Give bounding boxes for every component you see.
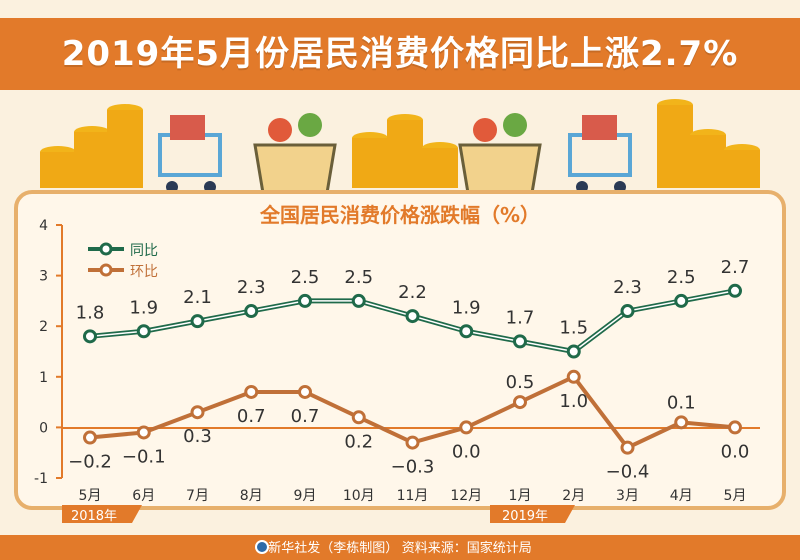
data-label-yoy: 2.5 [344, 267, 373, 288]
point-mom [728, 420, 742, 435]
x-tick-label: 3月 [616, 488, 639, 504]
decorations [40, 99, 760, 200]
year-tags: 2018年 2019年 [62, 505, 575, 524]
y-tick-label: 1 [39, 370, 48, 386]
point-yoy [728, 283, 742, 298]
x-tick-label: 1月 [509, 488, 532, 504]
point-yoy [136, 324, 151, 339]
point-mom [674, 415, 689, 430]
x-tick-label: 2月 [562, 488, 585, 504]
year-label-2018: 2018年 [71, 509, 117, 524]
coin-stack-icon [352, 114, 458, 188]
data-label-yoy: 1.7 [506, 307, 535, 328]
point-yoy [298, 293, 312, 308]
x-tick-label: 9月 [294, 488, 317, 504]
data-label-mom: 0.1 [667, 392, 696, 413]
point-mom [298, 384, 312, 399]
year-label-2019: 2019年 [502, 509, 548, 524]
data-label-yoy: 2.5 [291, 267, 320, 288]
data-label-mom: 0.3 [183, 426, 212, 447]
point-mom [244, 384, 259, 399]
point-yoy [513, 334, 527, 349]
y-tick-label: 0 [39, 420, 48, 436]
y-ticks: 4 3 2 1 0 -1 [34, 218, 62, 487]
data-label-yoy: 2.2 [398, 282, 427, 303]
coin-stack-icon [657, 99, 760, 188]
data-label-mom: 0.0 [452, 441, 481, 462]
x-tick-label: 6月 [132, 488, 155, 504]
data-label-mom: 0.2 [344, 431, 373, 452]
header-bar [0, 18, 800, 90]
point-mom [136, 425, 151, 440]
data-label-yoy: 1.8 [76, 302, 105, 323]
data-label-mom: 0.5 [506, 372, 535, 393]
x-ticks: 5月 6月 7月 8月 9月 10月 11月 12月 1月 2月 3月 4月 5月 [79, 488, 747, 504]
point-mom [405, 435, 420, 450]
data-label-yoy: 1.9 [452, 297, 481, 318]
data-label-mom: 0.7 [237, 406, 266, 427]
point-mom [190, 405, 205, 420]
point-mom [513, 395, 527, 410]
data-label-yoy: 1.9 [129, 297, 158, 318]
top-banner [0, 0, 800, 18]
point-yoy [190, 314, 205, 329]
point-yoy [459, 324, 474, 339]
point-yoy [674, 293, 689, 308]
data-label-yoy: 2.3 [613, 277, 642, 298]
point-yoy [83, 329, 97, 344]
point-mom [351, 410, 366, 425]
data-label-mom: −0.4 [606, 462, 650, 483]
data-label-yoy: 2.7 [721, 257, 750, 278]
y-tick-label: 3 [39, 269, 48, 285]
footer-bar [0, 535, 800, 560]
data-label-yoy: 1.5 [559, 318, 588, 339]
data-label-mom: −0.1 [122, 446, 166, 467]
point-mom [83, 430, 97, 445]
y-tick-label: -1 [34, 471, 48, 487]
y-tick-label: 2 [39, 319, 48, 335]
point-yoy [566, 344, 581, 359]
x-tick-label: 5月 [724, 488, 747, 504]
point-mom [566, 369, 581, 384]
coin-stack-icon [40, 104, 143, 188]
x-tick-label: 11月 [397, 488, 429, 504]
point-mom [459, 420, 474, 435]
point-yoy [244, 304, 259, 319]
data-labels: 1.8 1.9 2.1 2.3 2.5 2.5 2.2 1.9 1.7 1.5 2.3 2.5 2.7 −… [68, 257, 749, 483]
point-yoy [351, 293, 366, 308]
legend: 同比 环比 [88, 242, 158, 280]
footer-credit: 新华社发（李栋制图） 资料来源：国家统计局 [268, 540, 532, 555]
grocery-basket-icon [458, 113, 542, 200]
x-tick-label: 4月 [670, 488, 693, 504]
point-yoy [405, 309, 420, 324]
x-tick-label: 10月 [343, 488, 375, 504]
series [83, 283, 742, 455]
chart-card [14, 190, 786, 510]
data-label-yoy: 2.3 [237, 277, 266, 298]
data-label-yoy: 2.5 [667, 267, 696, 288]
page-title: 2019年5月份居民消费价格同比上涨2.7% [61, 34, 739, 74]
point-yoy [620, 304, 635, 319]
data-label-yoy: 2.1 [183, 287, 212, 308]
data-label-mom: −0.2 [68, 452, 112, 473]
point-mom [620, 440, 635, 455]
data-label-mom: 0.7 [291, 406, 320, 427]
chart-title: 全国居民消费价格涨跌幅（%） [259, 203, 540, 227]
legend-yoy: 同比 [130, 243, 158, 259]
x-tick-label: 8月 [240, 488, 263, 504]
x-tick-label: 7月 [186, 488, 209, 504]
data-label-mom: 1.0 [559, 391, 588, 412]
data-label-mom: −0.3 [391, 457, 435, 478]
x-tick-label: 5月 [79, 488, 102, 504]
y-tick-label: 4 [39, 218, 48, 234]
data-label-mom: 0.0 [721, 441, 750, 462]
x-tick-label: 12月 [450, 488, 482, 504]
xinhua-logo-icon [255, 540, 269, 554]
grocery-basket-icon [253, 113, 337, 200]
legend-mom: 环比 [130, 264, 158, 280]
